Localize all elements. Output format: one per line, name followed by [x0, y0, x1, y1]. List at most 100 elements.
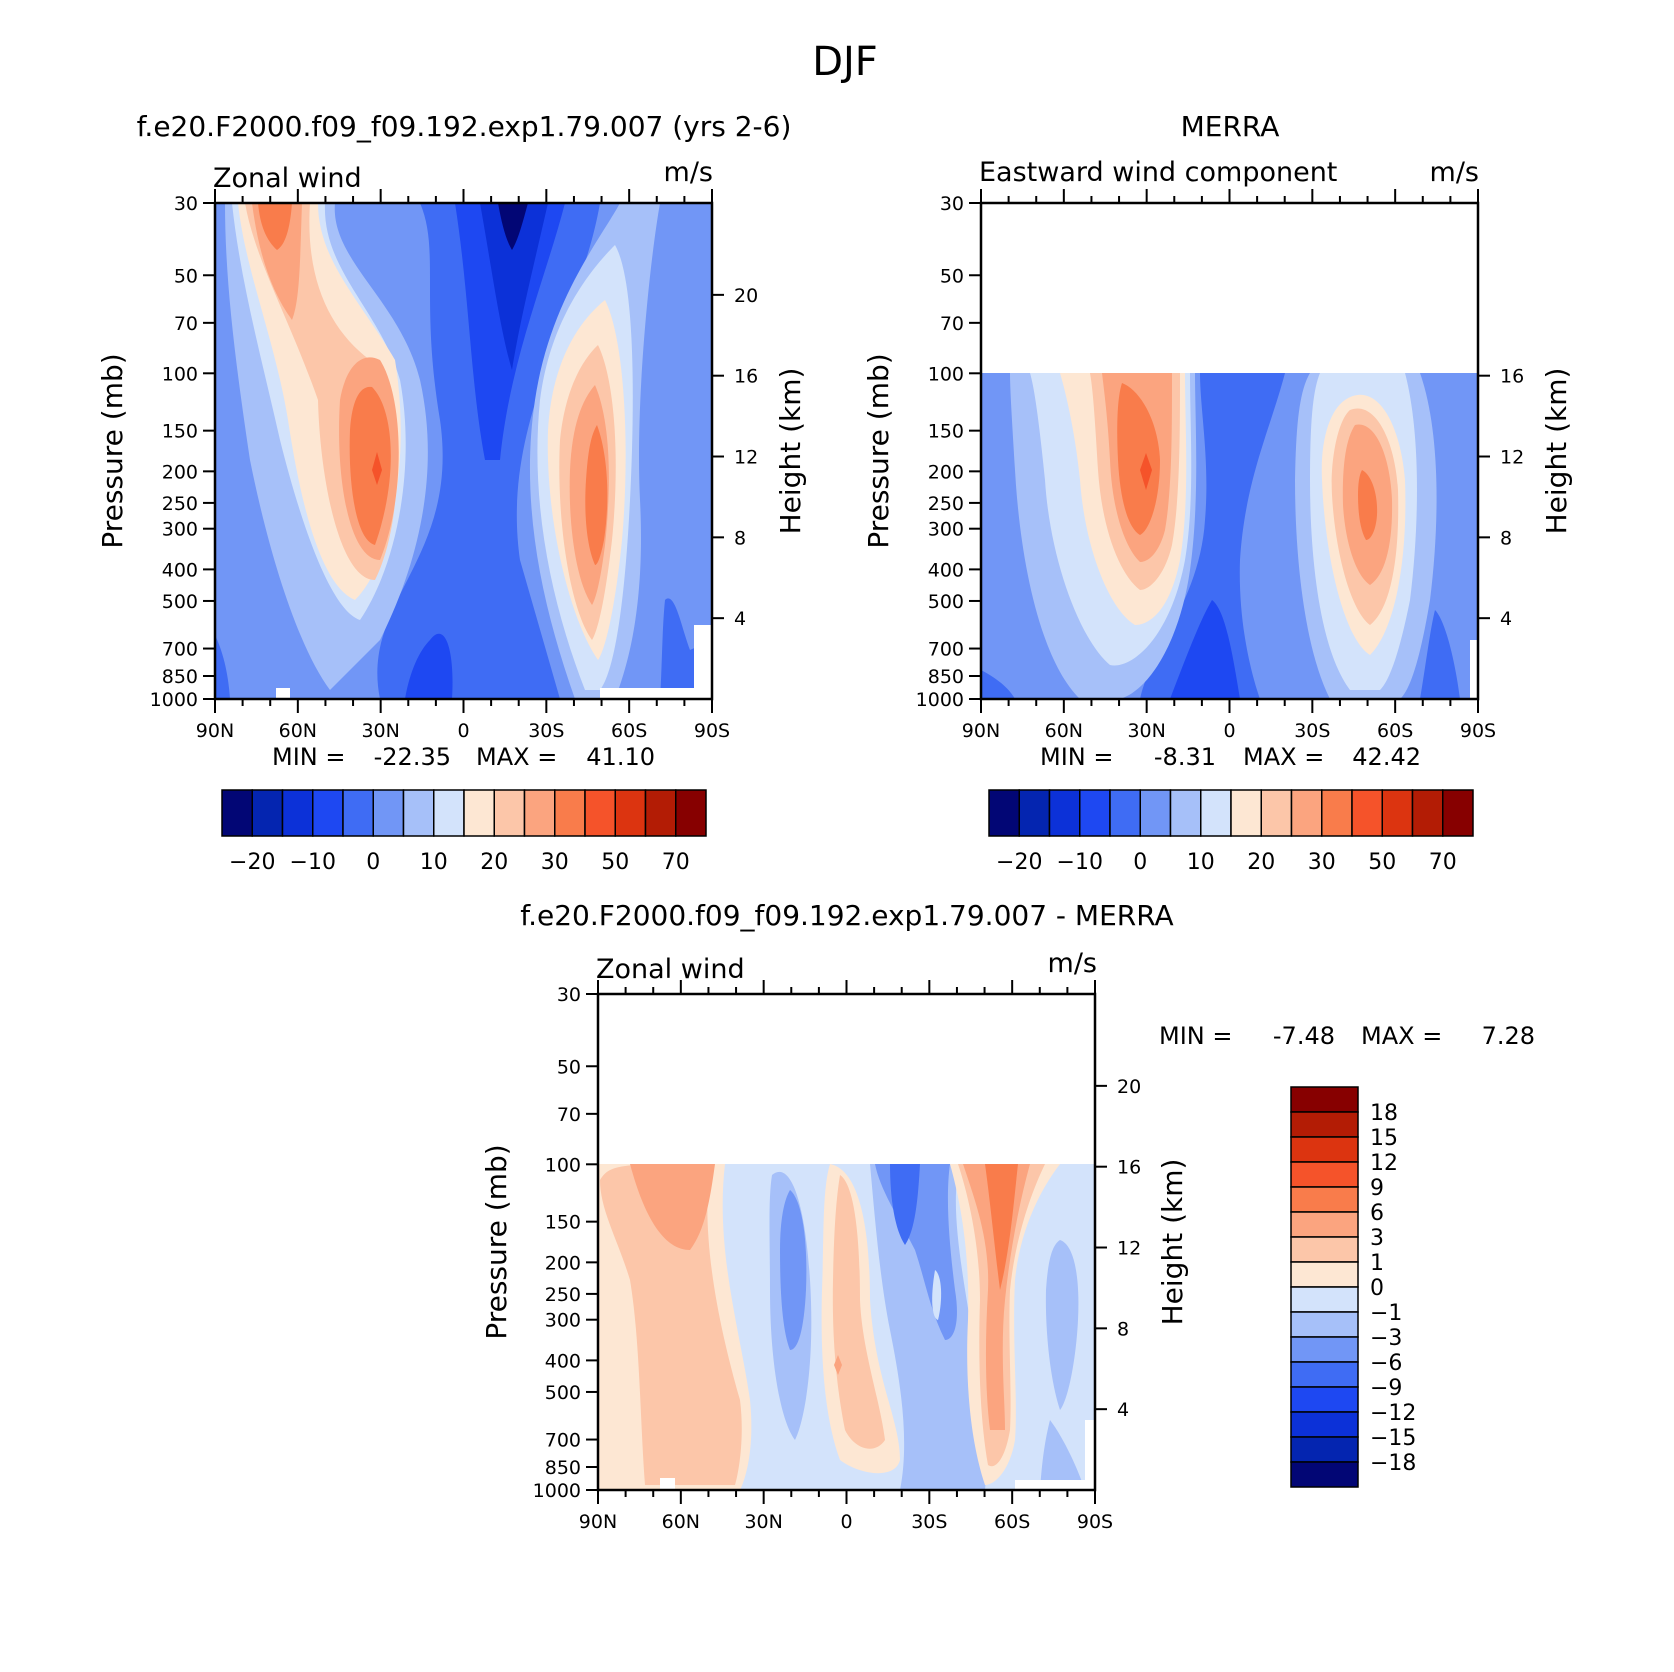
- colorbar-swatch: [1351, 789, 1383, 837]
- colorbar-swatch: [281, 789, 314, 837]
- panel-title: f.e20.F2000.f09_f09.192.exp1.79.007 (yrs…: [137, 110, 792, 143]
- colorbar-label: 30: [541, 850, 569, 875]
- panel-title: MERRA: [1181, 110, 1280, 143]
- colorbar-label: 1: [1370, 1251, 1384, 1276]
- panel-title: f.e20.F2000.f09_f09.192.exp1.79.007 - ME…: [520, 899, 1173, 932]
- y-right-tick-label: 12: [734, 447, 758, 469]
- colorbar-swatch: [988, 789, 1020, 837]
- y-tick-label: 250: [545, 1284, 581, 1306]
- y-tick-label: 500: [162, 591, 198, 613]
- y-tick-label: 70: [557, 1104, 581, 1126]
- y-axis-label: Pressure (mb): [862, 353, 895, 548]
- contour-band-nh-jet-core: [1140, 453, 1152, 490]
- min-value: -7.48: [1273, 1022, 1335, 1050]
- y-tick-label: 100: [928, 363, 964, 385]
- max-value: 42.42: [1352, 743, 1421, 771]
- colorbar-label: −3: [1370, 1326, 1402, 1351]
- x-tick-label: 0: [840, 1511, 852, 1533]
- colorbar-label: −20: [996, 850, 1042, 875]
- x-tick-label: 90S: [694, 720, 730, 742]
- colorbar-swatch: [251, 789, 284, 837]
- x-tick-label: 60N: [1045, 720, 1083, 742]
- colorbar-label: 18: [1370, 1101, 1398, 1126]
- y-tick-label: 100: [162, 363, 198, 385]
- colorbar-swatch: [1290, 1161, 1359, 1188]
- colorbar-swatch: [1260, 789, 1293, 837]
- y-tick-label: 70: [174, 313, 198, 335]
- contour-field: [215, 203, 712, 699]
- y-tick-label: 50: [174, 265, 198, 287]
- colorbar-label: −10: [290, 850, 336, 875]
- colorbar-swatch: [1290, 1186, 1359, 1213]
- topography-mask: [276, 688, 290, 699]
- colorbar-swatch: [1079, 789, 1111, 837]
- colorbar-label: 50: [601, 850, 629, 875]
- y-right-tick-label: 20: [1117, 1076, 1141, 1098]
- topography-mask: [1015, 1480, 1085, 1490]
- colorbar-swatch: [493, 789, 526, 837]
- colorbar: −20 −10 0 10 20 30 50 70: [221, 789, 707, 875]
- colorbar-label: 70: [662, 850, 690, 875]
- colorbar-swatch: [402, 789, 435, 837]
- y-tick-label: 200: [928, 461, 964, 483]
- contour-band-nh-jet-core: [372, 452, 382, 485]
- max-label: MAX =: [1361, 1022, 1442, 1050]
- contour-field: [981, 373, 1478, 699]
- colorbar-swatch: [1442, 789, 1474, 837]
- colorbar-swatch: [1290, 789, 1323, 837]
- contour-band-sh-jet-5: [1358, 470, 1378, 540]
- contour-band-polar-surface: [1420, 610, 1460, 699]
- colorbar-label: −9: [1370, 1376, 1402, 1401]
- colorbar-swatch: [1139, 789, 1172, 837]
- y-tick-label: 400: [162, 559, 198, 581]
- y-right-tick-label: 8: [734, 527, 746, 549]
- colorbar-label: 9: [1370, 1176, 1384, 1201]
- y-tick-label: 200: [162, 461, 198, 483]
- colorbar-swatch: [1381, 789, 1414, 837]
- x-tick-label: 90N: [196, 720, 234, 742]
- x-tick-label: 0: [457, 720, 469, 742]
- colorbar-swatch: [1169, 789, 1202, 837]
- colorbar-label: 0: [1133, 850, 1147, 875]
- x-tick-label: 30N: [361, 720, 399, 742]
- contour-band-negative-2: [780, 1190, 807, 1350]
- colorbar-label: 0: [1370, 1276, 1384, 1301]
- x-tick-label: 90S: [1077, 1511, 1113, 1533]
- contour-band-nh-jet-5: [258, 203, 391, 545]
- colorbar-label: 50: [1368, 850, 1396, 875]
- min-value: -8.31: [1154, 743, 1216, 771]
- y-tick-label: 30: [174, 193, 198, 215]
- contour-band-positive-5: [832, 1175, 885, 1449]
- colorbar-swatch: [1018, 789, 1051, 837]
- x-tick-label: 0: [1223, 720, 1235, 742]
- colorbar-label: 12: [1370, 1151, 1398, 1176]
- x-tick-label: 60N: [662, 1511, 700, 1533]
- y-tick-label: 150: [545, 1212, 581, 1234]
- units-label: m/s: [1430, 157, 1479, 188]
- y-tick-label: 850: [545, 1457, 581, 1479]
- colorbar-label: −18: [1370, 1451, 1416, 1476]
- x-tick-label: 60S: [994, 1511, 1030, 1533]
- colorbar-swatch: [1290, 1386, 1359, 1413]
- colorbar-swatch: [433, 789, 465, 837]
- colorbar-swatch: [1290, 1086, 1359, 1113]
- topography-mask: [1470, 640, 1478, 699]
- min-label: MIN =: [1040, 743, 1113, 771]
- y-tick-label: 500: [545, 1382, 581, 1404]
- x-tick-label: 90N: [962, 720, 1000, 742]
- colorbar-label: −6: [1370, 1351, 1402, 1376]
- y-tick-label: 400: [545, 1350, 581, 1372]
- colorbar-label: 10: [420, 850, 448, 875]
- colorbar-swatch: [1109, 789, 1141, 837]
- colorbar-swatch: [1290, 1461, 1359, 1488]
- x-tick-label: 30S: [528, 720, 564, 742]
- contour-band-positive-3: [630, 1164, 715, 1250]
- min-value: -22.35: [374, 743, 451, 771]
- colorbar-label: −15: [1370, 1426, 1416, 1451]
- page-title: DJF: [812, 39, 878, 85]
- y-tick-label: 70: [940, 313, 964, 335]
- max-label: MAX =: [1243, 743, 1324, 771]
